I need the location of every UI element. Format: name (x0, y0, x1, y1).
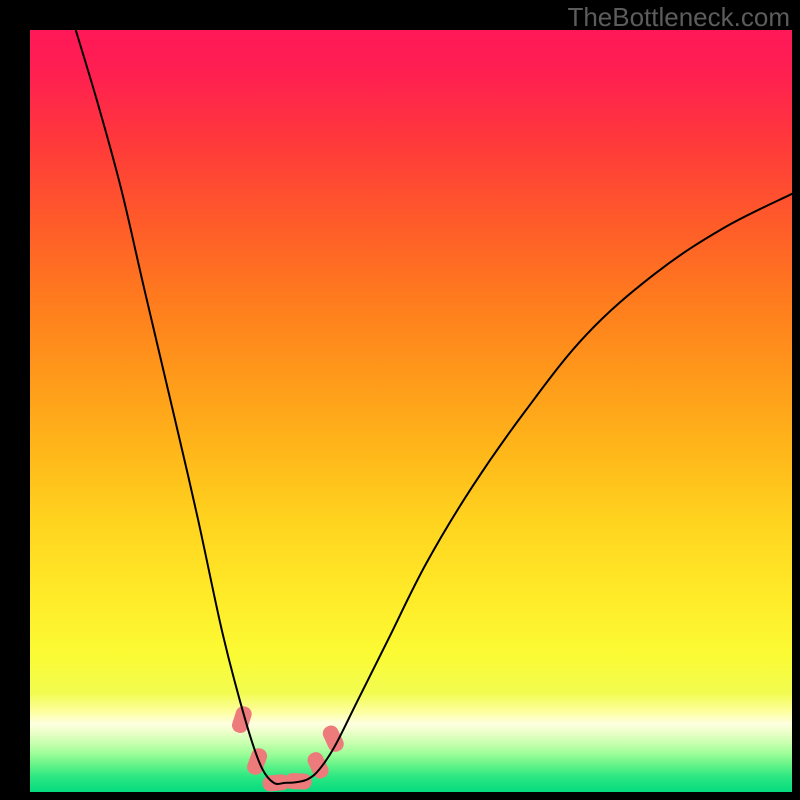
plot-area (30, 30, 792, 792)
watermark-text: TheBottleneck.com (567, 2, 790, 33)
chart-root: TheBottleneck.com (0, 0, 800, 800)
highlight-marker (246, 747, 269, 777)
curve-layer (30, 30, 792, 792)
highlight-markers (231, 705, 346, 792)
bottleneck-curve (76, 30, 792, 784)
